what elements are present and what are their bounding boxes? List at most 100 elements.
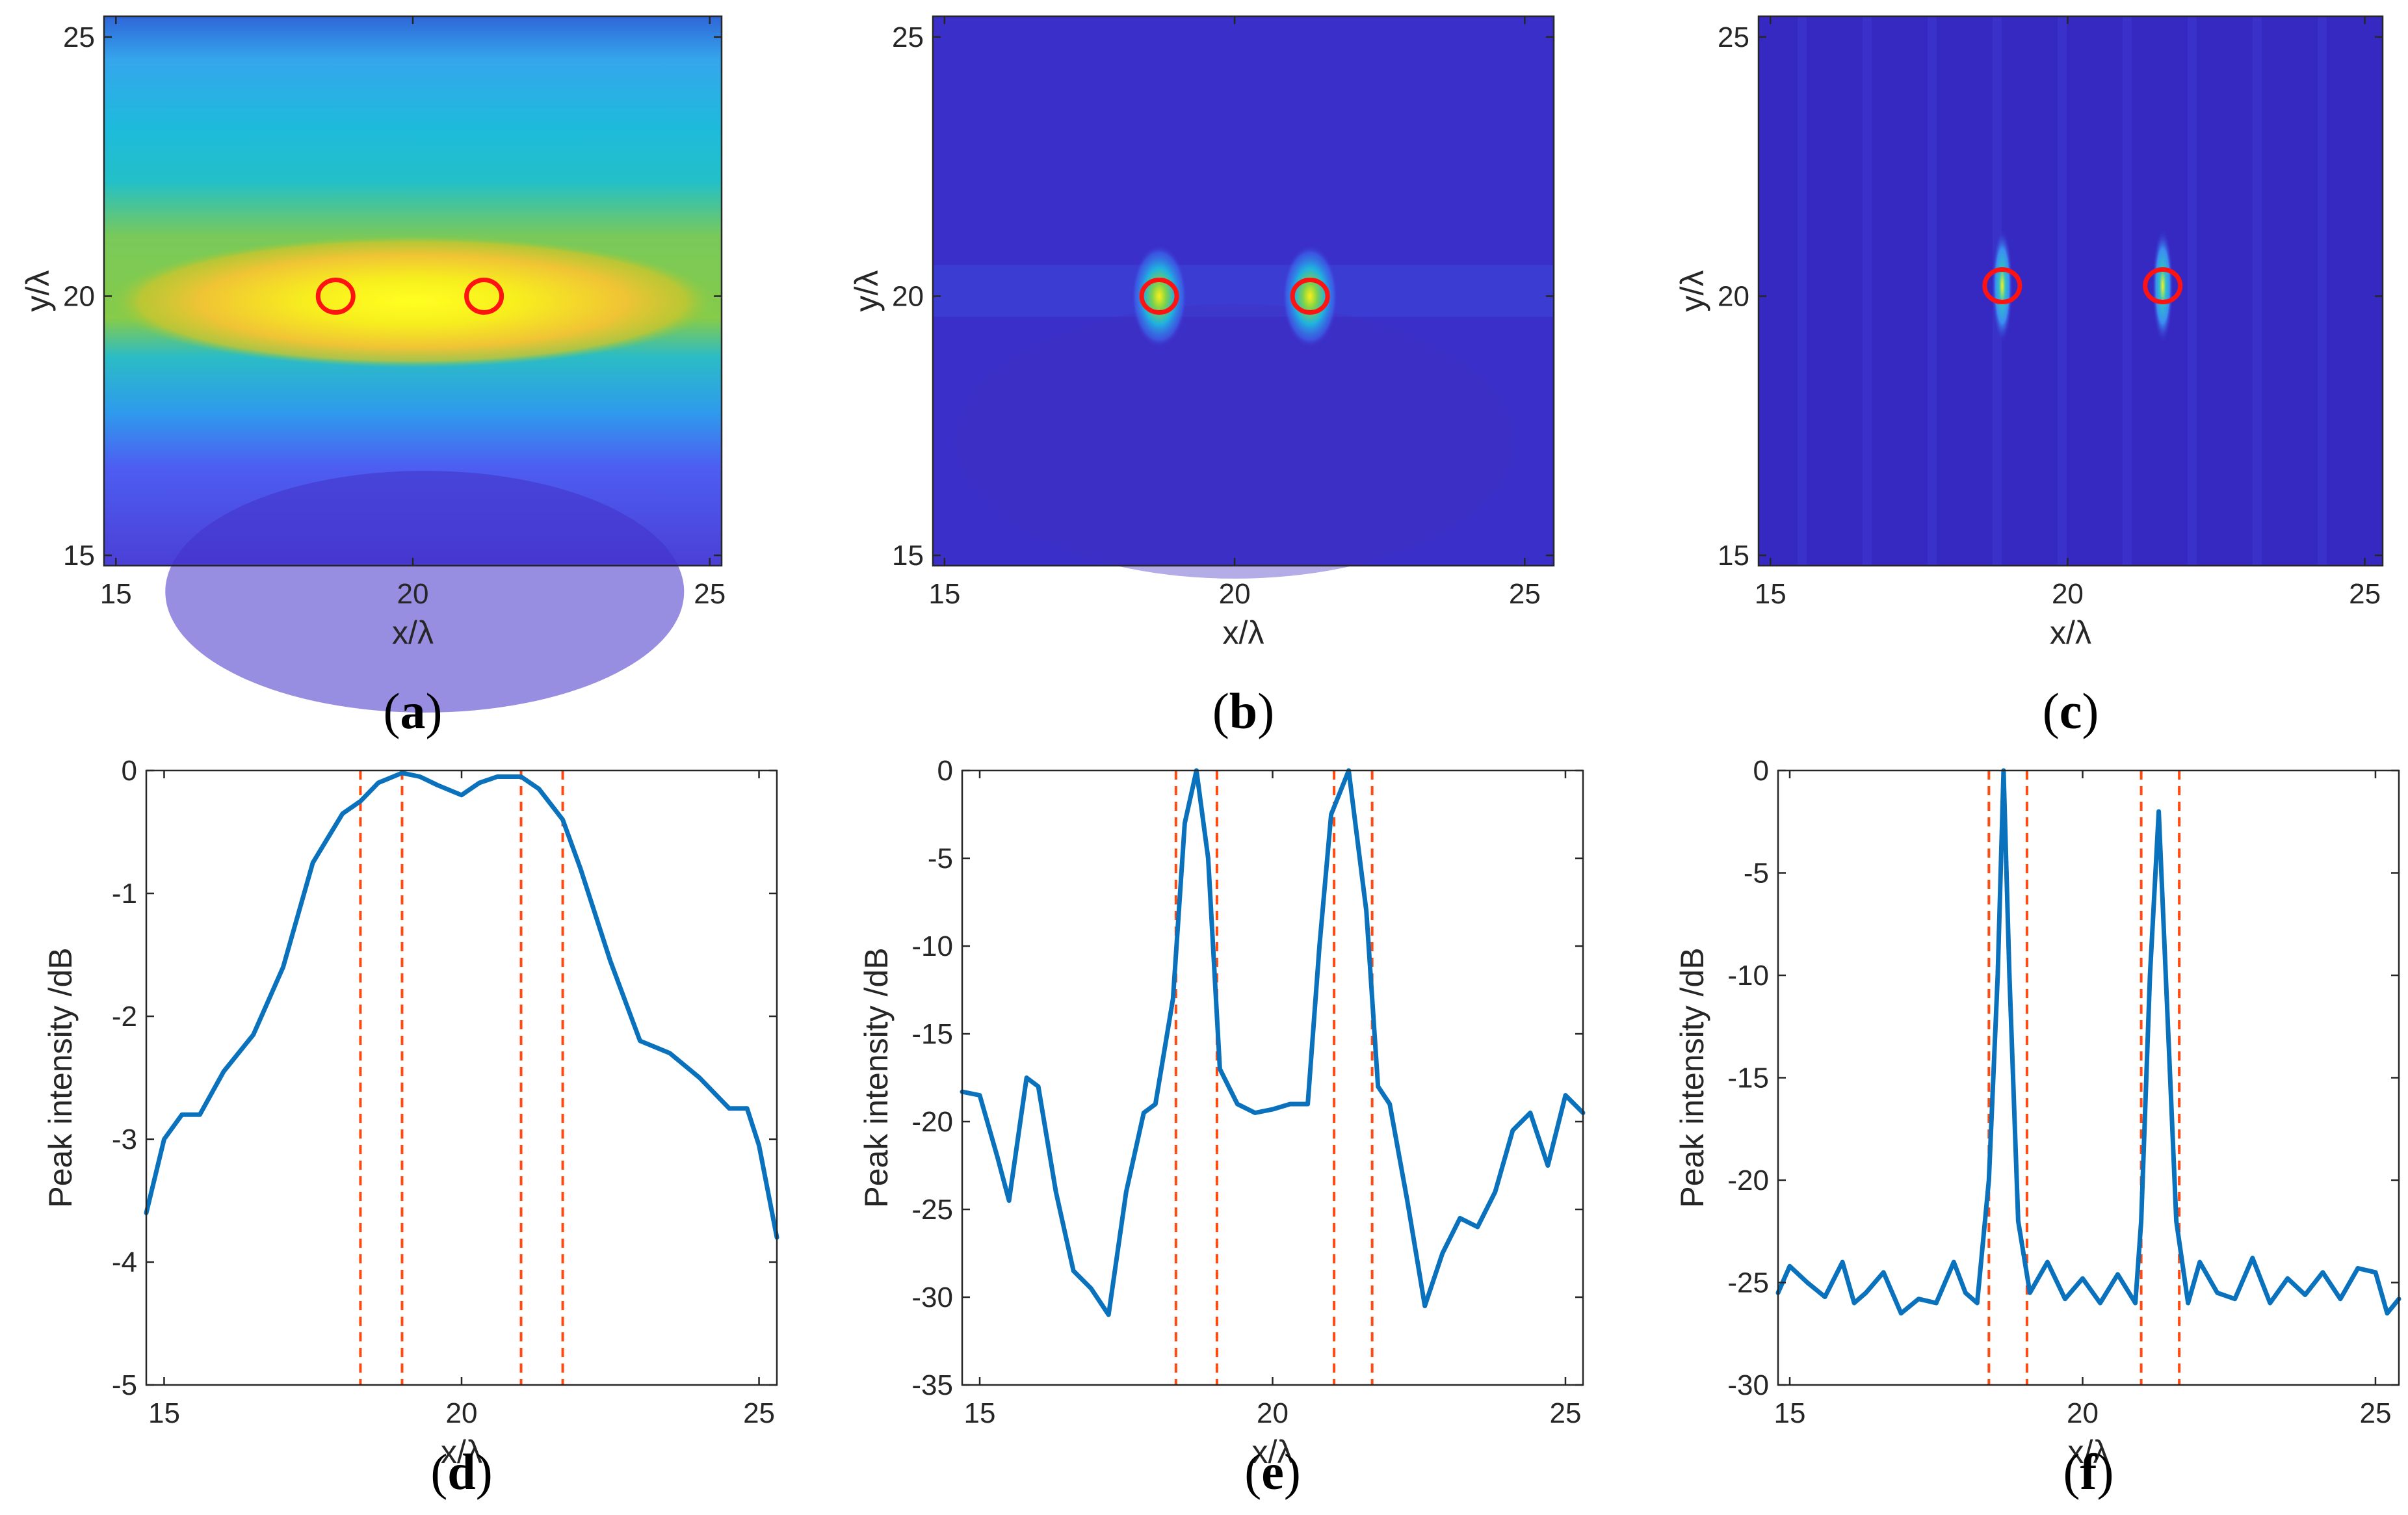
panel-d: 15 20 25 0 -1 -2 -3 -4 -5 x/λ Peak intensity /dB (d… [42,755,779,1500]
x-axis-label: x/λ [392,614,434,651]
y-axis-label: y/λ [848,270,885,312]
caption-letter: c [2060,683,2082,739]
y-tick-label: -25 [911,1194,953,1226]
caption-close-paren: ) [1284,1443,1301,1500]
heatmap-background [933,16,1554,566]
panel-a: 15 20 25 15 20 25 x/λ y/λ (a) [20,15,726,739]
y-tick-label: 0 [937,755,953,787]
y-axis-label: Peak intensity /dB [42,947,79,1207]
y-tick-label: 0 [122,755,137,787]
series-line [1775,768,2401,1316]
plot-background [146,771,777,1385]
panel-caption: (b) [1212,683,1274,739]
heatmap-streak [2123,16,2132,566]
x-axis-label: x/λ [1252,1434,1294,1470]
plot-background [962,771,1583,1385]
series-line [144,771,779,1240]
plot-background [1778,771,2399,1385]
x-axis-label: x/λ [441,1434,482,1470]
heatmap-hot-region [110,235,716,368]
caption-open-paren: ( [430,1443,447,1500]
y-tick-label: -25 [1727,1267,1769,1299]
x-tick-label: 15 [928,578,960,610]
y-tick-label: -1 [112,878,137,910]
x-tick-label: 25 [2349,578,2381,610]
panel-caption: (a) [384,683,443,739]
caption-close-paren: ) [476,1443,493,1500]
panel-caption: (d) [430,1443,492,1500]
y-tick-label: 25 [63,21,95,53]
x-tick-label: 15 [100,578,132,610]
heatmap-hot-spot [1131,244,1188,348]
caption-open-paren: ( [2043,683,2060,739]
heatmap-streak [1863,16,1872,566]
caption-letter: e [1261,1443,1284,1500]
y-tick-label: -2 [112,1001,137,1033]
y-tick-label: 25 [892,21,924,53]
heatmap-streak [2188,16,2197,566]
y-axis-label: Peak intensity /dB [1674,947,1710,1207]
y-tick-label: -15 [911,1018,953,1050]
x-tick-label: 15 [148,1397,180,1429]
y-tick-label: -5 [1744,858,1769,889]
caption-close-paren: ) [426,683,443,739]
heatmap-streak [2318,16,2327,566]
y-tick-label: -5 [928,843,953,875]
heatmap-hot-spot [1281,244,1339,348]
y-tick-label: 20 [63,280,95,312]
panel-caption: (e) [1244,1443,1301,1500]
y-tick-label: -20 [911,1106,953,1138]
x-tick-label: 25 [743,1397,775,1429]
heatmap-hot-spot [2152,228,2173,343]
heatmap-lower-lobe [165,471,685,713]
heatmap-streak [1798,16,1807,566]
target-marker-circle [1139,277,1179,315]
x-tick-label: 20 [446,1397,478,1429]
y-tick-label: 20 [892,280,924,312]
heatmap-lower-fringes [955,304,1514,579]
target-marker-circle [1982,267,2022,305]
heatmap-streak [1928,16,1937,566]
heatmap-background [1759,16,2383,566]
panel-caption: (c) [2043,683,2099,739]
caption-open-paren: ( [1212,683,1229,739]
heatmap-streak [2253,16,2262,566]
caption-open-paren: ( [2063,1443,2080,1500]
target-marker-circle [2143,267,2183,305]
x-axis-label: x/λ [1223,614,1264,651]
x-tick-label: 25 [1549,1397,1581,1429]
x-tick-label: 20 [2067,1397,2099,1429]
caption-letter: f [2080,1443,2098,1500]
x-tick-label: 20 [2052,578,2084,610]
y-tick-label: 15 [892,540,924,572]
plot-frame [1757,15,2384,567]
caption-open-paren: ( [1244,1443,1261,1500]
y-tick-label: -5 [112,1369,137,1401]
heatmap-hot-spot [1991,228,2013,343]
panel-b: 15 20 25 15 20 25 x/λ y/λ (b) [848,15,1555,739]
y-tick-label: -30 [911,1282,953,1313]
caption-letter: b [1229,683,1257,739]
y-tick-label: -10 [1727,960,1769,992]
x-tick-label: 15 [1774,1397,1806,1429]
heatmap-horizontal-band [933,265,1554,317]
target-marker-circle [464,277,504,315]
y-tick-label: -35 [911,1369,953,1401]
caption-close-paren: ) [2097,1443,2114,1500]
y-axis-label: Peak intensity /dB [858,947,895,1207]
y-tick-label: 20 [1718,280,1749,312]
target-marker-circle [315,277,356,315]
panel-f: 15 20 25 0 -5 -10 -15 -20 -25 -30 x/λ Peak intensit… [1674,755,2401,1500]
x-tick-label: 15 [964,1397,996,1429]
y-axis-label: y/λ [20,270,56,312]
y-axis-label: y/λ [1674,270,1710,312]
caption-letter: a [400,683,426,739]
y-tick-label: -20 [1727,1165,1769,1196]
caption-close-paren: ) [1257,683,1274,739]
target-marker-circle [1290,277,1330,315]
x-tick-label: 15 [1755,578,1786,610]
y-tick-label: 15 [63,540,95,572]
y-tick-label: -30 [1727,1369,1769,1401]
x-tick-label: 25 [694,578,726,610]
